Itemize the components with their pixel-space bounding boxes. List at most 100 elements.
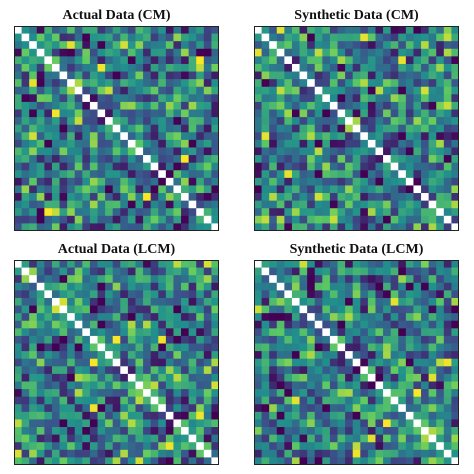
heatmap-cell [345, 320, 354, 329]
heatmap-cell [21, 297, 30, 306]
panel-actual-cm: Actual Data (CM) [14, 6, 219, 236]
heatmap-cell [181, 343, 190, 352]
heatmap-cell [261, 223, 270, 231]
heatmap-cell [269, 358, 278, 367]
heatmap-cell [181, 117, 190, 126]
heatmap-cell [451, 170, 459, 179]
heatmap-cell [443, 297, 452, 306]
heatmap-cell [97, 358, 106, 367]
heatmap-cell [345, 442, 354, 451]
heatmap-cell [188, 185, 197, 194]
heatmap-cell [413, 26, 422, 34]
heatmap-cell [314, 305, 323, 314]
heatmap-cell [284, 48, 293, 57]
heatmap-cell [443, 267, 452, 276]
heatmap-cell [51, 147, 60, 156]
heatmap-cell [337, 404, 346, 413]
heatmap-cell [413, 48, 422, 57]
heatmap-cell [105, 260, 114, 268]
heatmap-cell [21, 94, 30, 103]
heatmap-cell [127, 313, 136, 322]
heatmap-cell [44, 48, 53, 57]
heatmap-cell [269, 208, 278, 217]
heatmap-cell [329, 305, 338, 314]
heatmap-cell [97, 71, 106, 80]
heatmap-cell [211, 94, 219, 103]
heatmap-cell [158, 442, 167, 451]
heatmap-cell [375, 117, 384, 126]
heatmap-cell [337, 86, 346, 95]
heatmap-cell [329, 389, 338, 398]
heatmap-cell [451, 411, 459, 420]
heatmap-cell [398, 48, 407, 57]
heatmap-cell [143, 215, 152, 224]
heatmap-cell [307, 305, 316, 314]
diagonal-cell [188, 434, 197, 443]
heatmap-cell [390, 343, 399, 352]
heatmap-cell [51, 358, 60, 367]
heatmap-cell [29, 305, 38, 314]
heatmap-cell [254, 419, 262, 428]
heatmap-cell [367, 48, 376, 57]
heatmap-cell [36, 139, 45, 148]
heatmap-cell [413, 208, 422, 217]
heatmap-cell [352, 434, 361, 443]
heatmap-cell [443, 275, 452, 284]
heatmap-cell [398, 155, 407, 164]
heatmap-cell [150, 343, 159, 352]
heatmap-cell [314, 208, 323, 217]
heatmap-cell [367, 396, 376, 405]
heatmap-cell [367, 215, 376, 224]
heatmap-cell [322, 41, 331, 50]
heatmap-cell [299, 162, 308, 171]
heatmap-cell [188, 411, 197, 420]
heatmap-cell [158, 328, 167, 337]
heatmap-cell [181, 297, 190, 306]
heatmap-cell [120, 358, 129, 367]
heatmap-cell [51, 223, 60, 231]
heatmap-cell [254, 215, 262, 224]
heatmap-cell [375, 177, 384, 186]
heatmap-cell [421, 215, 430, 224]
heatmap-cell [36, 26, 45, 34]
heatmap-cell [261, 185, 270, 194]
heatmap-cell [36, 132, 45, 141]
heatmap-cell [143, 343, 152, 352]
heatmap-cell [398, 282, 407, 291]
heatmap-cell [143, 358, 152, 367]
heatmap-cell [188, 267, 197, 276]
heatmap-cell [181, 170, 190, 179]
heatmap-cell [314, 267, 323, 276]
heatmap-cell [51, 396, 60, 405]
heatmap-cell [51, 48, 60, 57]
heatmap-cell [14, 177, 22, 186]
heatmap-cell [413, 56, 422, 65]
heatmap-cell [188, 71, 197, 80]
heatmap-cell [451, 155, 459, 164]
heatmap-cell [158, 297, 167, 306]
heatmap-cell [261, 94, 270, 103]
heatmap-cell [143, 373, 152, 382]
heatmap-cell [261, 155, 270, 164]
heatmap-cell [143, 457, 152, 465]
heatmap-cell [105, 162, 114, 171]
heatmap-cell [405, 297, 414, 306]
heatmap-cell [337, 373, 346, 382]
heatmap-cell [436, 200, 445, 209]
diagonal-cell [21, 267, 30, 276]
heatmap-cell [158, 56, 167, 65]
heatmap-cell [127, 215, 136, 224]
heatmap-cell [21, 457, 30, 465]
heatmap-cell [21, 101, 30, 110]
heatmap-cell [143, 427, 152, 436]
heatmap-cell [375, 33, 384, 42]
heatmap-cell [44, 335, 53, 344]
heatmap-cell [436, 86, 445, 95]
heatmap-cell [390, 373, 399, 382]
heatmap-cell [150, 139, 159, 148]
heatmap-cell [284, 155, 293, 164]
heatmap-cell [284, 177, 293, 186]
heatmap-cell [181, 185, 190, 194]
heatmap-cell [105, 124, 114, 133]
heatmap-cell [97, 457, 106, 465]
